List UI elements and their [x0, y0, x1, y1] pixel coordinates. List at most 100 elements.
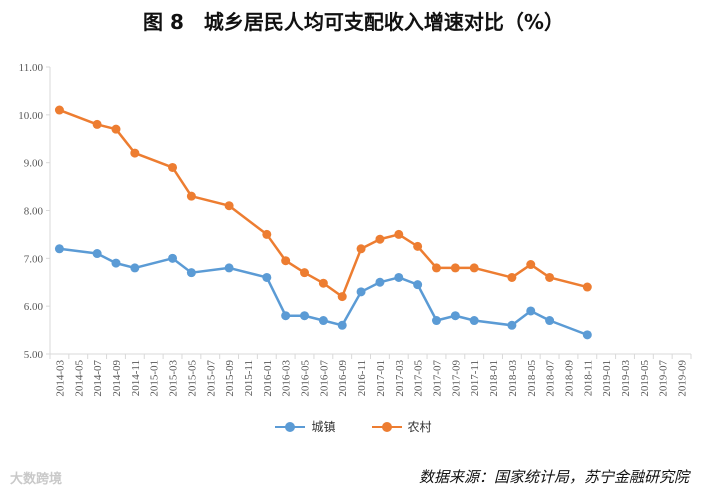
series-0-point	[54, 244, 64, 254]
series-0-point	[281, 311, 291, 321]
series-1-point	[318, 278, 328, 288]
series-1-point	[54, 105, 64, 115]
series-1-point	[582, 282, 592, 292]
series-0-point	[300, 311, 310, 321]
x-tick-label: 2017-09	[450, 360, 462, 397]
y-tick-label: 6.00	[24, 301, 44, 313]
x-tick-label: 2014-07	[92, 360, 104, 397]
series-0-point	[394, 272, 404, 282]
x-tick-label: 2017-11	[469, 360, 481, 396]
watermark: 大数跨境	[10, 472, 63, 487]
x-tick-label: 2014-03	[54, 360, 66, 397]
x-tick-label: 2015-03	[168, 360, 180, 397]
series-0-point	[526, 306, 536, 316]
series-0-point	[92, 249, 102, 259]
y-tick-label: 10.00	[18, 110, 43, 122]
x-tick-label: 2019-07	[658, 360, 670, 397]
x-tick-label: 2016-01	[262, 360, 274, 397]
series-1-point	[111, 124, 121, 134]
series-1-point	[224, 201, 234, 211]
x-tick-label: 2016-07	[318, 360, 330, 397]
series-1-point	[507, 272, 517, 282]
legend: 城镇 农村	[0, 418, 707, 435]
legend-label-rural: 农村	[407, 420, 432, 434]
series-1-point	[262, 229, 272, 239]
series-0-point	[545, 316, 555, 326]
x-tick-label: 2014-11	[130, 360, 142, 396]
series-0-point	[318, 316, 328, 326]
series-0-point	[224, 263, 234, 273]
series-1-point	[450, 263, 460, 273]
series-1-point	[431, 263, 441, 273]
y-tick-label: 9.00	[24, 158, 44, 170]
legend-item-rural: 农村	[371, 418, 432, 435]
series-1-point	[168, 162, 178, 172]
series-0-point	[130, 263, 140, 273]
series-0-point	[375, 277, 385, 287]
x-tick-label: 2017-05	[413, 360, 425, 397]
axes: 5.00 6.00 7.00 8.00 9.00 10.00 11.00 2014-03 201…	[18, 62, 692, 397]
x-tick-label: 2017-07	[431, 360, 443, 397]
x-tick-label: 2015-01	[149, 360, 161, 397]
series-0-point	[337, 320, 347, 330]
x-tick-label: 2019-03	[620, 360, 632, 397]
x-tick-label: 2015-05	[186, 360, 198, 397]
series-0-point	[356, 287, 366, 297]
x-tick-label: 2019-05	[639, 360, 651, 397]
y-tick-label: 8.00	[24, 206, 44, 218]
x-tick-label: 2018-09	[563, 360, 575, 397]
series-0-point	[168, 253, 178, 263]
series-1-point	[545, 272, 555, 282]
x-tick-label: 2015-09	[224, 360, 236, 397]
series-0-point	[431, 316, 441, 326]
x-tick-label: 2017-01	[375, 360, 387, 397]
series-1-point	[394, 229, 404, 239]
legend-item-urban: 城镇	[275, 418, 336, 435]
x-tick-label: 2014-09	[111, 360, 123, 397]
x-tick-label: 2016-03	[281, 360, 293, 397]
x-tick-label: 2018-07	[545, 360, 557, 397]
series-0-point	[450, 311, 460, 321]
series-0-point	[186, 268, 196, 278]
x-tick-label: 2018-01	[488, 360, 500, 397]
x-tick-label: 2015-11	[243, 360, 255, 396]
series-1-point	[526, 260, 536, 270]
y-tick-label: 11.00	[19, 62, 44, 74]
series-1-point	[130, 148, 140, 158]
x-tick-label: 2017-03	[394, 360, 406, 397]
legend-swatch-urban	[275, 421, 306, 432]
series-0-point	[469, 316, 479, 326]
series-0-point	[413, 280, 423, 290]
series-1-point	[92, 119, 102, 129]
series-1-point	[186, 191, 196, 201]
x-tick-label: 2014-05	[73, 360, 85, 397]
x-tick-label: 2018-11	[582, 360, 594, 396]
x-tick-label: 2016-05	[300, 360, 312, 397]
x-tick-label: 2019-09	[677, 360, 689, 397]
series-layer	[54, 105, 592, 340]
chart-title: 图 8 城乡居民人均可支配收入增速对比（%）	[143, 10, 564, 34]
series-1-point	[300, 268, 310, 278]
x-tick-label: 2019-01	[601, 360, 613, 397]
series-0-point	[582, 330, 592, 340]
x-tick-label: 2018-05	[526, 360, 538, 397]
series-0-point	[262, 272, 272, 282]
series-1-point	[337, 292, 347, 302]
x-tick-label: 2018-03	[507, 360, 519, 397]
series-0-point	[507, 320, 517, 330]
series-1-point	[281, 256, 291, 266]
legend-label-urban: 城镇	[311, 420, 336, 434]
legend-swatch-rural	[371, 421, 402, 432]
series-0-point	[111, 258, 121, 268]
y-tick-label: 5.00	[24, 349, 44, 361]
series-1-point	[413, 241, 423, 251]
series-1-point	[356, 244, 366, 254]
source-note: 数据来源：国家统计局，苏宁金融研究院	[418, 468, 689, 486]
y-tick-label: 7.00	[24, 253, 44, 265]
x-tick-label: 2016-09	[337, 360, 349, 397]
series-1-point	[375, 234, 385, 244]
x-tick-label: 2015-07	[205, 360, 217, 397]
series-1-point	[469, 263, 479, 273]
x-tick-label: 2016-11	[356, 360, 368, 396]
